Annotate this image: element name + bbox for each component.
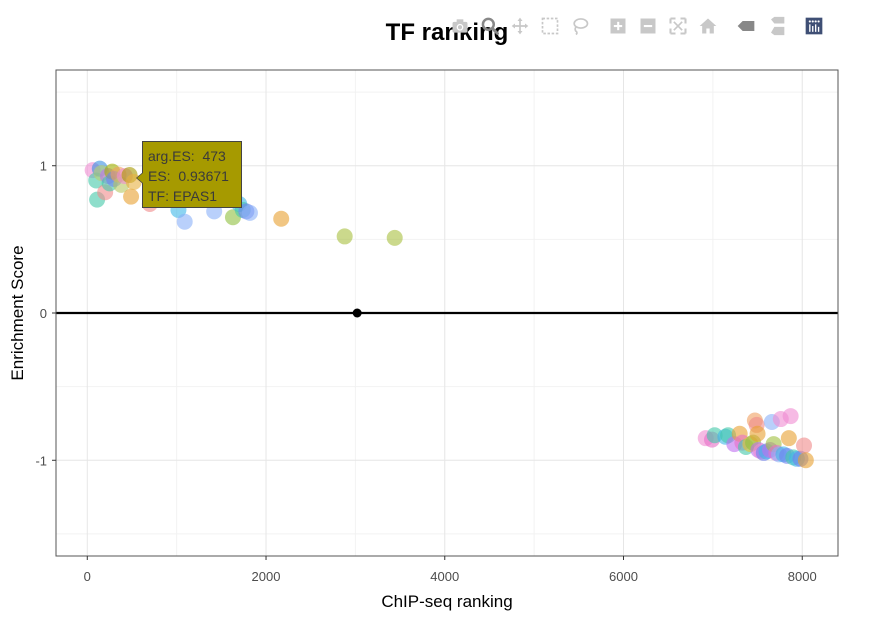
data-point[interactable] bbox=[176, 213, 193, 230]
zero-line-layer bbox=[56, 308, 838, 318]
data-point[interactable] bbox=[797, 452, 814, 469]
reset-axes-icon[interactable] bbox=[696, 14, 720, 38]
tooltip-line-es: ES: 0.93671 bbox=[148, 168, 229, 184]
autoscale-icon[interactable] bbox=[666, 14, 690, 38]
data-point[interactable] bbox=[780, 430, 797, 447]
plotly-logo-icon[interactable] bbox=[802, 14, 826, 38]
box-select-icon[interactable] bbox=[538, 14, 562, 38]
chart-title: TF ranking bbox=[386, 19, 509, 46]
data-point[interactable] bbox=[782, 408, 799, 425]
data-point[interactable] bbox=[336, 228, 353, 245]
modebar bbox=[448, 14, 832, 38]
data-point[interactable] bbox=[241, 204, 258, 221]
spike-lines-icon[interactable] bbox=[734, 14, 758, 38]
lasso-select-icon[interactable] bbox=[568, 14, 592, 38]
y-tick-label: 0 bbox=[40, 306, 47, 321]
x-axis-label: ChIP-seq ranking bbox=[381, 592, 512, 611]
data-point[interactable] bbox=[273, 210, 290, 227]
data-point[interactable] bbox=[123, 188, 140, 205]
tooltip-line-tf: TF: EPAS1 bbox=[148, 188, 217, 204]
data-point[interactable] bbox=[386, 229, 403, 246]
hover-tooltip: arg.ES: 473 ES: 0.93671 TF: EPAS1 bbox=[136, 141, 242, 208]
data-point[interactable] bbox=[796, 437, 813, 454]
x-tick-label: 6000 bbox=[609, 569, 638, 584]
tooltip-line-rank: arg.ES: 473 bbox=[148, 148, 226, 164]
x-tick-label: 8000 bbox=[788, 569, 817, 584]
x-axis-ticks: 0 2000 4000 6000 8000 bbox=[84, 556, 817, 584]
x-tick-label: 0 bbox=[84, 569, 91, 584]
y-axis-ticks: -1 0 1 bbox=[35, 159, 56, 468]
x-tick-label: 2000 bbox=[252, 569, 281, 584]
y-axis-label: Enrichment Score bbox=[8, 245, 27, 380]
compare-hover-icon[interactable] bbox=[764, 14, 788, 38]
y-tick-label: 1 bbox=[40, 159, 47, 174]
pan-icon[interactable] bbox=[508, 14, 532, 38]
zero-marker bbox=[352, 308, 362, 318]
zoom-in-icon[interactable] bbox=[606, 14, 630, 38]
data-point[interactable] bbox=[749, 425, 766, 442]
zoom-out-icon[interactable] bbox=[636, 14, 660, 38]
camera-icon[interactable] bbox=[448, 14, 472, 38]
x-tick-label: 4000 bbox=[430, 569, 459, 584]
zoom-icon[interactable] bbox=[478, 14, 502, 38]
y-tick-label: -1 bbox=[35, 453, 47, 468]
